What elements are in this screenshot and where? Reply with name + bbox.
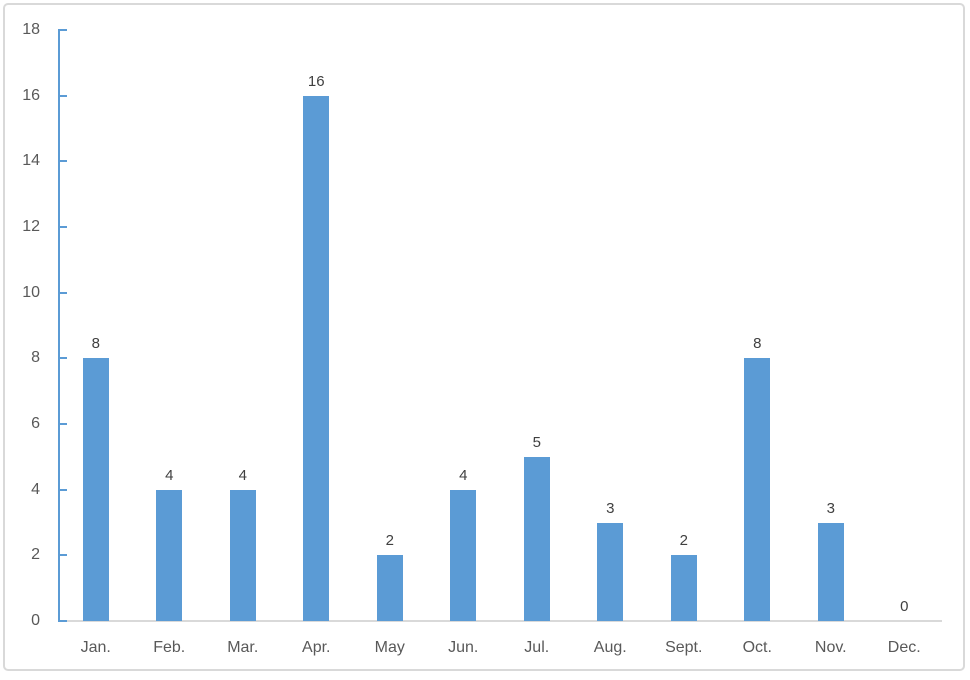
data-label-oct: 8 <box>753 335 762 353</box>
y-axis-tick-label-10: 10 <box>22 283 40 301</box>
bar-jul <box>523 456 550 621</box>
y-axis-tick-label-8: 8 <box>31 349 40 367</box>
data-label-may: 2 <box>385 532 394 550</box>
x-axis-label-apr: Apr. <box>302 639 331 656</box>
x-axis-label-oct: Oct. <box>742 639 772 656</box>
data-label-apr: 16 <box>307 72 325 90</box>
y-axis-line <box>58 30 60 622</box>
bar-oct <box>744 358 771 621</box>
y-axis-tick-10 <box>58 291 67 294</box>
x-axis-label-jan: Jan. <box>80 639 111 656</box>
x-axis-label-jul: Jul. <box>524 639 550 656</box>
x-axis-label-sept: Sept. <box>665 639 703 656</box>
bar-nov <box>817 522 844 621</box>
y-axis-tick-label-4: 4 <box>31 480 40 498</box>
bar-mar <box>229 489 256 621</box>
y-axis-tick-6 <box>58 423 67 425</box>
bar-aug <box>597 522 624 621</box>
x-axis-label-dec: Dec. <box>887 639 921 656</box>
y-axis-tick-18 <box>58 29 67 31</box>
data-label-nov: 3 <box>826 499 835 517</box>
y-axis-tick-label-6: 6 <box>31 415 40 432</box>
y-axis-tick-label-0: 0 <box>31 612 40 629</box>
y-axis-tick-label-12: 12 <box>22 218 40 235</box>
bar-apr <box>303 95 330 621</box>
x-axis-label-mar: Mar. <box>227 639 259 656</box>
y-axis-tick-label-18: 18 <box>22 21 40 38</box>
data-label-jul: 5 <box>532 433 541 451</box>
x-axis-label-nov: Nov. <box>814 639 847 656</box>
x-axis-label-aug: Aug. <box>593 639 627 656</box>
data-label-mar: 4 <box>238 466 247 484</box>
y-axis-tick-14 <box>58 160 67 163</box>
data-label-dec: 0 <box>900 598 909 615</box>
y-axis-tick-4 <box>58 488 67 491</box>
y-axis-tick-label-14: 14 <box>22 152 40 170</box>
data-label-aug: 3 <box>606 499 615 517</box>
bar-may <box>376 555 403 621</box>
data-label-feb: 4 <box>165 466 174 484</box>
x-axis-label-may: May <box>374 639 405 656</box>
bar-sept <box>670 555 697 621</box>
y-axis-tick-label-2: 2 <box>31 546 40 564</box>
bar-jan <box>82 358 109 621</box>
data-label-sept: 2 <box>679 532 688 550</box>
y-axis-tick-2 <box>58 554 67 557</box>
y-axis-tick-16 <box>58 94 67 97</box>
data-label-jun: 4 <box>459 466 468 484</box>
data-label-jan: 8 <box>91 335 100 353</box>
y-axis-tick-12 <box>58 226 67 228</box>
y-axis-tick-label-16: 16 <box>22 86 40 104</box>
x-axis-label-feb: Feb. <box>153 639 186 656</box>
bar-feb <box>156 489 183 621</box>
x-axis-line <box>58 620 942 622</box>
bar-jun <box>450 489 477 621</box>
x-axis-label-jun: Jun. <box>448 639 479 656</box>
y-axis-tick-8 <box>58 357 67 360</box>
y-axis-tick-0 <box>58 620 67 622</box>
